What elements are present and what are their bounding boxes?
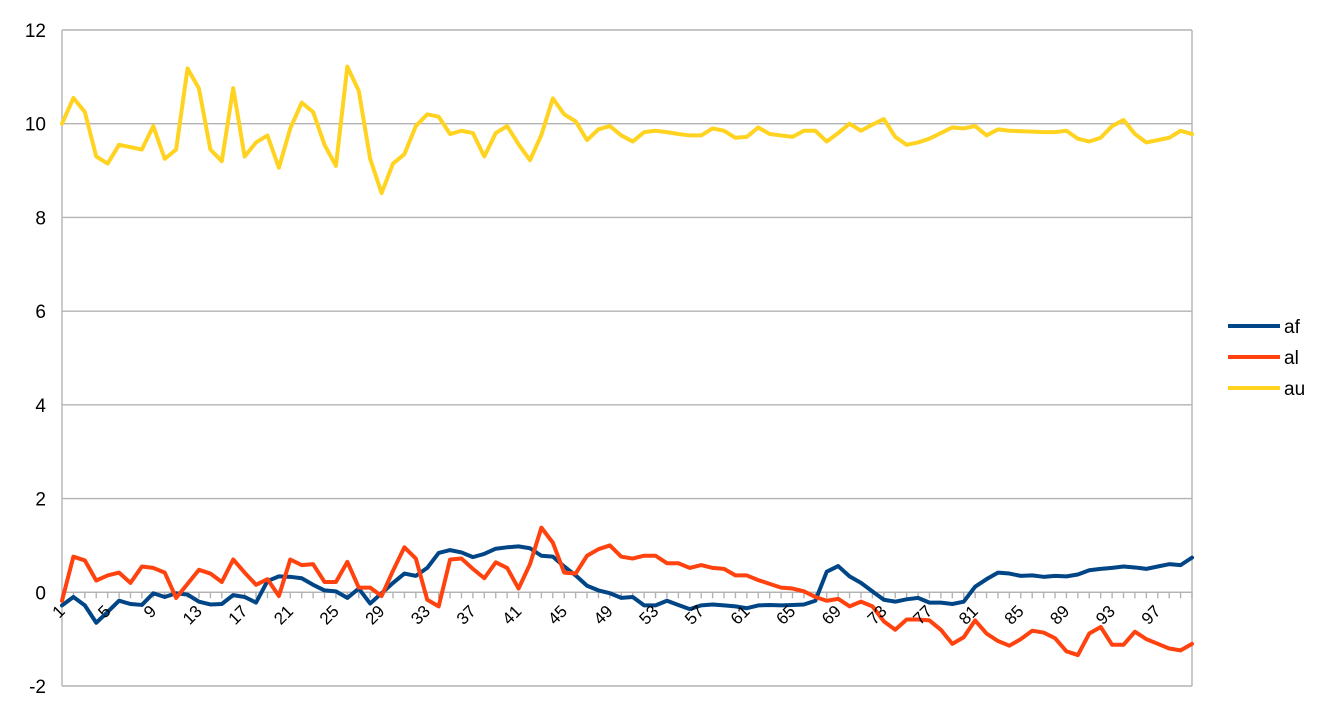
x-tick-label: 85 xyxy=(1001,602,1028,629)
x-tick-label: 97 xyxy=(1138,602,1165,629)
x-tick-label: 25 xyxy=(316,602,343,629)
axes xyxy=(61,30,1193,686)
x-tick-label: 89 xyxy=(1046,602,1073,629)
x-tick-label: 69 xyxy=(818,602,845,629)
x-tick-label: 93 xyxy=(1092,602,1119,629)
x-tick-label: 9 xyxy=(140,602,160,622)
y-tick-label: 0 xyxy=(35,583,46,604)
x-tick-label: 45 xyxy=(544,602,571,629)
gridlines xyxy=(62,29,1192,687)
y-tick-label: 8 xyxy=(35,208,46,229)
legend-label-af: af xyxy=(1284,317,1301,338)
y-tick-label: 12 xyxy=(25,21,46,42)
x-tick-label: 13 xyxy=(179,602,206,629)
y-tick-labels: -2 0 2 4 6 8 10 12 xyxy=(25,21,47,698)
y-tick-label: 2 xyxy=(35,490,46,511)
series-line-al xyxy=(60,525,1194,658)
x-tick-label: 33 xyxy=(407,602,434,629)
series-line-af xyxy=(60,544,1194,625)
x-tick-label: 5 xyxy=(94,602,114,622)
series-lines xyxy=(60,64,1194,658)
x-tick-label: 17 xyxy=(225,602,252,629)
y-tick-label: -2 xyxy=(29,677,46,698)
legend-label-au: au xyxy=(1284,379,1305,400)
x-tick-label: 49 xyxy=(590,602,617,629)
legend-label-al: al xyxy=(1284,348,1299,369)
x-tick-label: 29 xyxy=(362,602,389,629)
series-line-au xyxy=(60,64,1194,196)
y-tick-label: 4 xyxy=(35,396,46,417)
x-tick-label: 41 xyxy=(499,602,526,629)
y-tick-label: 10 xyxy=(25,115,46,136)
x-tick-label: 37 xyxy=(453,602,480,629)
y-tick-label: 6 xyxy=(35,302,46,323)
legend: af al au xyxy=(1228,317,1305,400)
x-tick-label: 21 xyxy=(270,602,297,629)
